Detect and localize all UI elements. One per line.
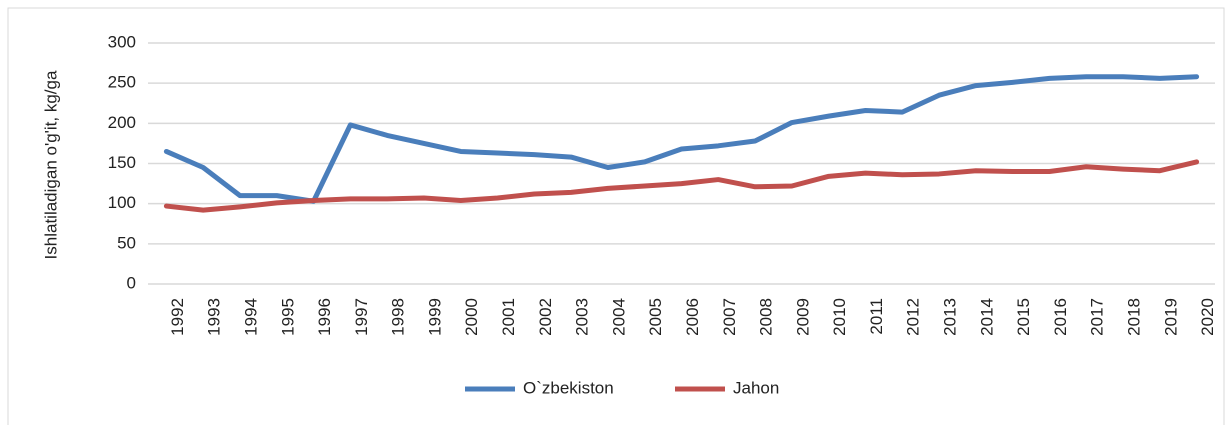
x-tick-label: 2013 [941, 298, 960, 336]
x-tick-label: 1997 [352, 298, 371, 336]
x-tick-label: 2018 [1125, 298, 1144, 336]
x-tick-label: 1992 [168, 298, 187, 336]
x-tick-label: 1998 [389, 298, 408, 336]
x-tick-label: 2010 [830, 298, 849, 336]
x-tick-label: 2020 [1198, 298, 1217, 336]
x-tick-label: 2003 [573, 298, 592, 336]
y-tick-label: 300 [108, 32, 136, 51]
y-tick-label: 250 [108, 73, 136, 92]
y-tick-label: 200 [108, 113, 136, 132]
x-tick-label: 2009 [793, 298, 812, 336]
x-tick-label: 1993 [205, 298, 224, 336]
y-tick-label: 150 [108, 153, 136, 172]
y-tick-label: 50 [117, 233, 136, 252]
x-tick-label: 2015 [1014, 298, 1033, 336]
x-tick-label: 1994 [241, 298, 260, 336]
x-tick-label: 2019 [1161, 298, 1180, 336]
x-tick-label: 2005 [646, 298, 665, 336]
x-tick-label: 2011 [867, 298, 886, 335]
x-tick-label: 2007 [720, 298, 739, 336]
legend-label: Jahon [733, 378, 779, 397]
x-tick-label: 2000 [462, 298, 481, 336]
chart-border [7, 7, 1225, 425]
x-tick-label: 1995 [278, 298, 297, 336]
y-axis-label: Ishlatiladigan o'g'it, kg/ga [41, 70, 60, 259]
x-tick-label: 2004 [609, 298, 628, 336]
x-tick-label: 2006 [683, 298, 702, 336]
x-tick-label: 2012 [904, 298, 923, 336]
x-tick-label: 2002 [536, 298, 555, 336]
y-tick-label: 0 [127, 273, 136, 292]
x-tick-label: 2016 [1051, 298, 1070, 336]
x-tick-label: 2014 [977, 298, 996, 336]
x-tick-label: 1996 [315, 298, 334, 336]
data-line [163, 159, 1200, 213]
y-tick-label: 100 [108, 193, 136, 212]
x-tick-label: 2017 [1088, 298, 1107, 336]
legend-label: O`zbekiston [523, 378, 614, 397]
x-tick-label: 2008 [757, 298, 776, 336]
x-tick-label: 1999 [425, 298, 444, 336]
x-tick-label: 2001 [499, 298, 518, 336]
data-line [163, 74, 1200, 204]
